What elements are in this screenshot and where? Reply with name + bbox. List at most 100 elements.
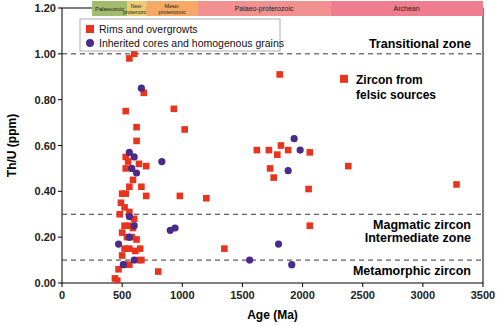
reference-line — [62, 260, 483, 261]
x-tick — [242, 283, 243, 287]
annotation-marker — [340, 75, 348, 83]
x-tick — [62, 283, 63, 287]
y-tick — [58, 8, 62, 9]
point — [306, 149, 313, 156]
period-box — [146, 1, 198, 16]
period-label: Archean — [394, 5, 420, 12]
x-tick — [302, 283, 303, 287]
x-axis-label: Age (Ma) — [247, 308, 298, 322]
point — [116, 211, 123, 218]
point — [119, 190, 126, 197]
point — [126, 234, 133, 241]
point — [285, 147, 292, 154]
point — [131, 222, 138, 229]
y-tick — [58, 99, 62, 100]
x-tick-label: 3500 — [471, 289, 495, 301]
point — [171, 106, 178, 113]
y-tick-label: 0.00 — [35, 277, 56, 289]
y-tick-label: 0.40 — [35, 185, 56, 197]
point — [203, 195, 210, 202]
annotation: Metamorphic zircon — [353, 264, 471, 278]
point — [120, 261, 127, 268]
point — [133, 138, 140, 145]
period-box — [330, 1, 483, 16]
point — [305, 186, 312, 193]
point — [131, 256, 138, 263]
x-tick — [483, 283, 484, 287]
annotation-line: Zircon from — [356, 73, 423, 87]
y-tick-label: 0.20 — [35, 231, 56, 243]
point — [131, 51, 138, 58]
point — [267, 165, 274, 172]
point — [126, 245, 133, 252]
legend-marker — [86, 25, 94, 33]
x-tick — [182, 283, 183, 287]
x-tick-label: 500 — [113, 289, 131, 301]
point — [126, 183, 133, 190]
y-tick-label: 1.00 — [35, 48, 56, 60]
point — [181, 126, 188, 133]
point — [291, 135, 298, 142]
annotation: Intermediate zone — [365, 231, 471, 245]
point — [125, 158, 132, 165]
period-box — [198, 1, 330, 16]
period-box — [92, 1, 127, 16]
point — [278, 142, 285, 149]
point — [246, 256, 253, 263]
point — [121, 222, 128, 229]
y-axis-label: Th/U (ppm) — [5, 114, 19, 177]
point — [131, 153, 138, 160]
y-tick-label: 0.80 — [35, 94, 56, 106]
points — [112, 51, 460, 283]
point — [138, 85, 145, 92]
point — [114, 277, 121, 283]
chart: 05001000150020002500300035000.000.200.40… — [0, 0, 500, 326]
point — [155, 268, 162, 275]
point — [137, 245, 144, 252]
point — [288, 261, 295, 268]
point — [130, 177, 137, 184]
point — [138, 183, 145, 190]
y-tick — [58, 145, 62, 146]
period-label: Palaeozoic — [95, 6, 124, 12]
point — [266, 147, 273, 154]
period-label-line: Meso- — [164, 3, 179, 9]
period-label-line: Neo- — [131, 3, 143, 9]
legend-label: Rims and overgrowts — [99, 23, 198, 35]
point — [221, 245, 228, 252]
legend-label: Inherited cores and homogenous grains — [99, 37, 284, 49]
x-tick-label: 2000 — [290, 289, 314, 301]
point — [270, 174, 277, 181]
point — [158, 158, 165, 165]
point — [136, 161, 143, 168]
reference-line — [62, 53, 483, 54]
point — [122, 108, 129, 115]
point — [128, 165, 135, 172]
point — [285, 167, 292, 174]
period-label-line: proterozoic — [158, 9, 185, 15]
point — [119, 252, 126, 259]
y-tick — [58, 283, 62, 284]
point — [171, 224, 178, 231]
point — [297, 146, 304, 153]
x-tick — [122, 283, 123, 287]
point — [254, 147, 261, 154]
x-tick-label: 3000 — [411, 289, 435, 301]
y-tick — [58, 53, 62, 54]
x-tick-label: 1000 — [170, 289, 194, 301]
y-tick — [58, 237, 62, 238]
annotation: Magmatic zircon — [373, 218, 471, 232]
annotation: Zircon fromfelsic sources — [356, 73, 436, 102]
point — [138, 257, 145, 264]
point — [453, 181, 460, 188]
x-tick-label: 2500 — [350, 289, 374, 301]
point — [177, 193, 184, 200]
x-tick — [422, 283, 423, 287]
y-tick — [58, 191, 62, 192]
annotation: Transitional zone — [369, 37, 471, 51]
point — [306, 222, 313, 229]
annotation-line: felsic sources — [356, 88, 436, 102]
point — [345, 163, 352, 170]
point — [275, 240, 282, 247]
point — [143, 193, 150, 200]
